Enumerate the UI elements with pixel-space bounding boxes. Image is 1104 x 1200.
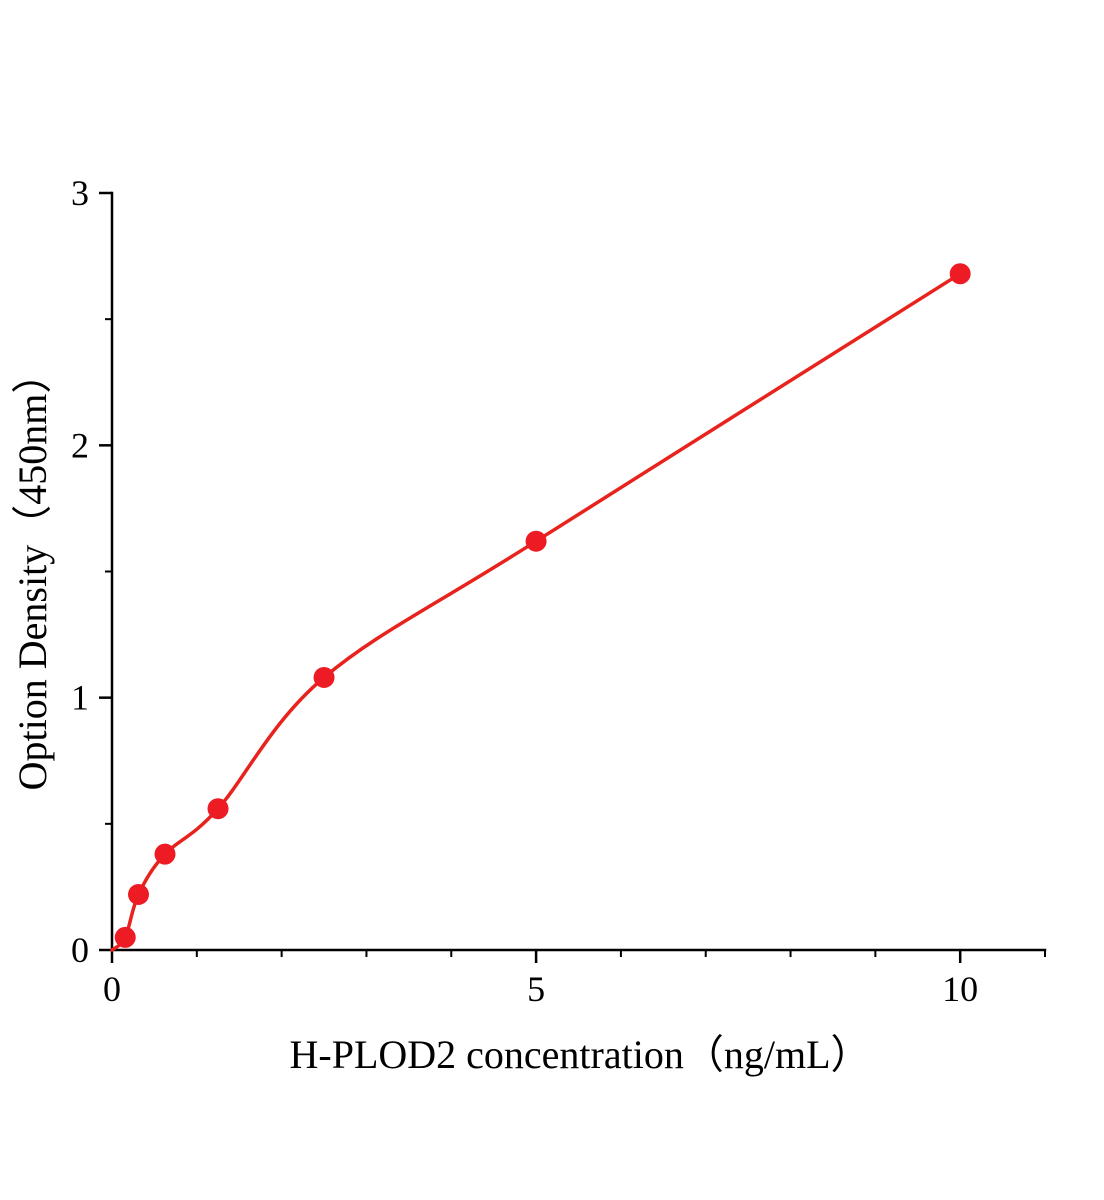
data-point [525, 530, 547, 552]
data-point [949, 263, 971, 285]
data-point [313, 666, 335, 688]
y-tick-label: 3 [71, 173, 89, 213]
data-point [154, 843, 176, 865]
x-tick-label: 10 [942, 969, 978, 1009]
data-point [114, 926, 136, 948]
x-axis-label: H-PLOD2 concentration（ng/mL） [290, 1032, 871, 1077]
x-tick-label: 0 [103, 969, 121, 1009]
data-point [207, 798, 229, 820]
y-tick-label: 2 [71, 425, 89, 465]
y-tick-label: 1 [71, 678, 89, 718]
y-axis-label: Option Density（450nm） [10, 354, 55, 791]
data-points-group [114, 263, 971, 948]
fit-curve [110, 271, 962, 952]
fit-curve-group [110, 271, 962, 952]
data-point [128, 883, 150, 905]
y-tick-label: 0 [71, 930, 89, 970]
x-tick-label: 5 [527, 969, 545, 1009]
axis-ticks: 0 5 10 0 1 2 3 [71, 173, 1046, 1009]
